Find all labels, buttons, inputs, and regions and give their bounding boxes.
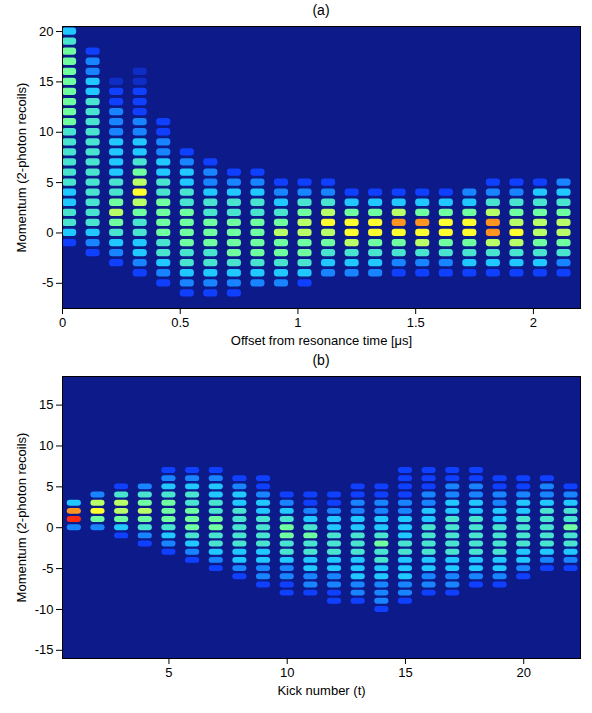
html-text:(b): (b) — [312, 352, 330, 368]
svg-text:-15: -15 — [35, 642, 54, 657]
svg-text:0: 0 — [46, 520, 53, 535]
svg-text:15: 15 — [39, 74, 53, 89]
svg-text:20: 20 — [516, 665, 530, 680]
svg-text:0: 0 — [46, 225, 53, 240]
svg-text:1.5: 1.5 — [407, 315, 425, 330]
svg-text:10: 10 — [280, 665, 294, 680]
svg-text:-5: -5 — [42, 275, 54, 290]
svg-text:20: 20 — [39, 24, 53, 39]
svg-text:10: 10 — [39, 124, 53, 139]
svg-text:10: 10 — [39, 438, 53, 453]
svg-text:1: 1 — [294, 315, 301, 330]
svg-text:Momentum (2-photon recoils): Momentum (2-photon recoils) — [14, 433, 29, 603]
svg-text:15: 15 — [39, 397, 53, 412]
svg-text:Offset from resonance time [μs: Offset from resonance time [μs] — [231, 333, 412, 348]
svg-text:5: 5 — [165, 665, 172, 680]
html-text:(a): (a) — [312, 2, 330, 18]
svg-text:15: 15 — [398, 665, 412, 680]
svg-text:Momentum (2-photon recoils): Momentum (2-photon recoils) — [14, 83, 29, 253]
svg-text:5: 5 — [46, 175, 53, 190]
svg-text:-5: -5 — [42, 561, 54, 576]
svg-text:2: 2 — [530, 315, 537, 330]
svg-text:5: 5 — [46, 479, 53, 494]
svg-text:Kick number (t): Kick number (t) — [277, 683, 365, 698]
svg-text:0: 0 — [59, 315, 66, 330]
svg-text:-10: -10 — [35, 602, 54, 617]
svg-text:0.5: 0.5 — [171, 315, 189, 330]
